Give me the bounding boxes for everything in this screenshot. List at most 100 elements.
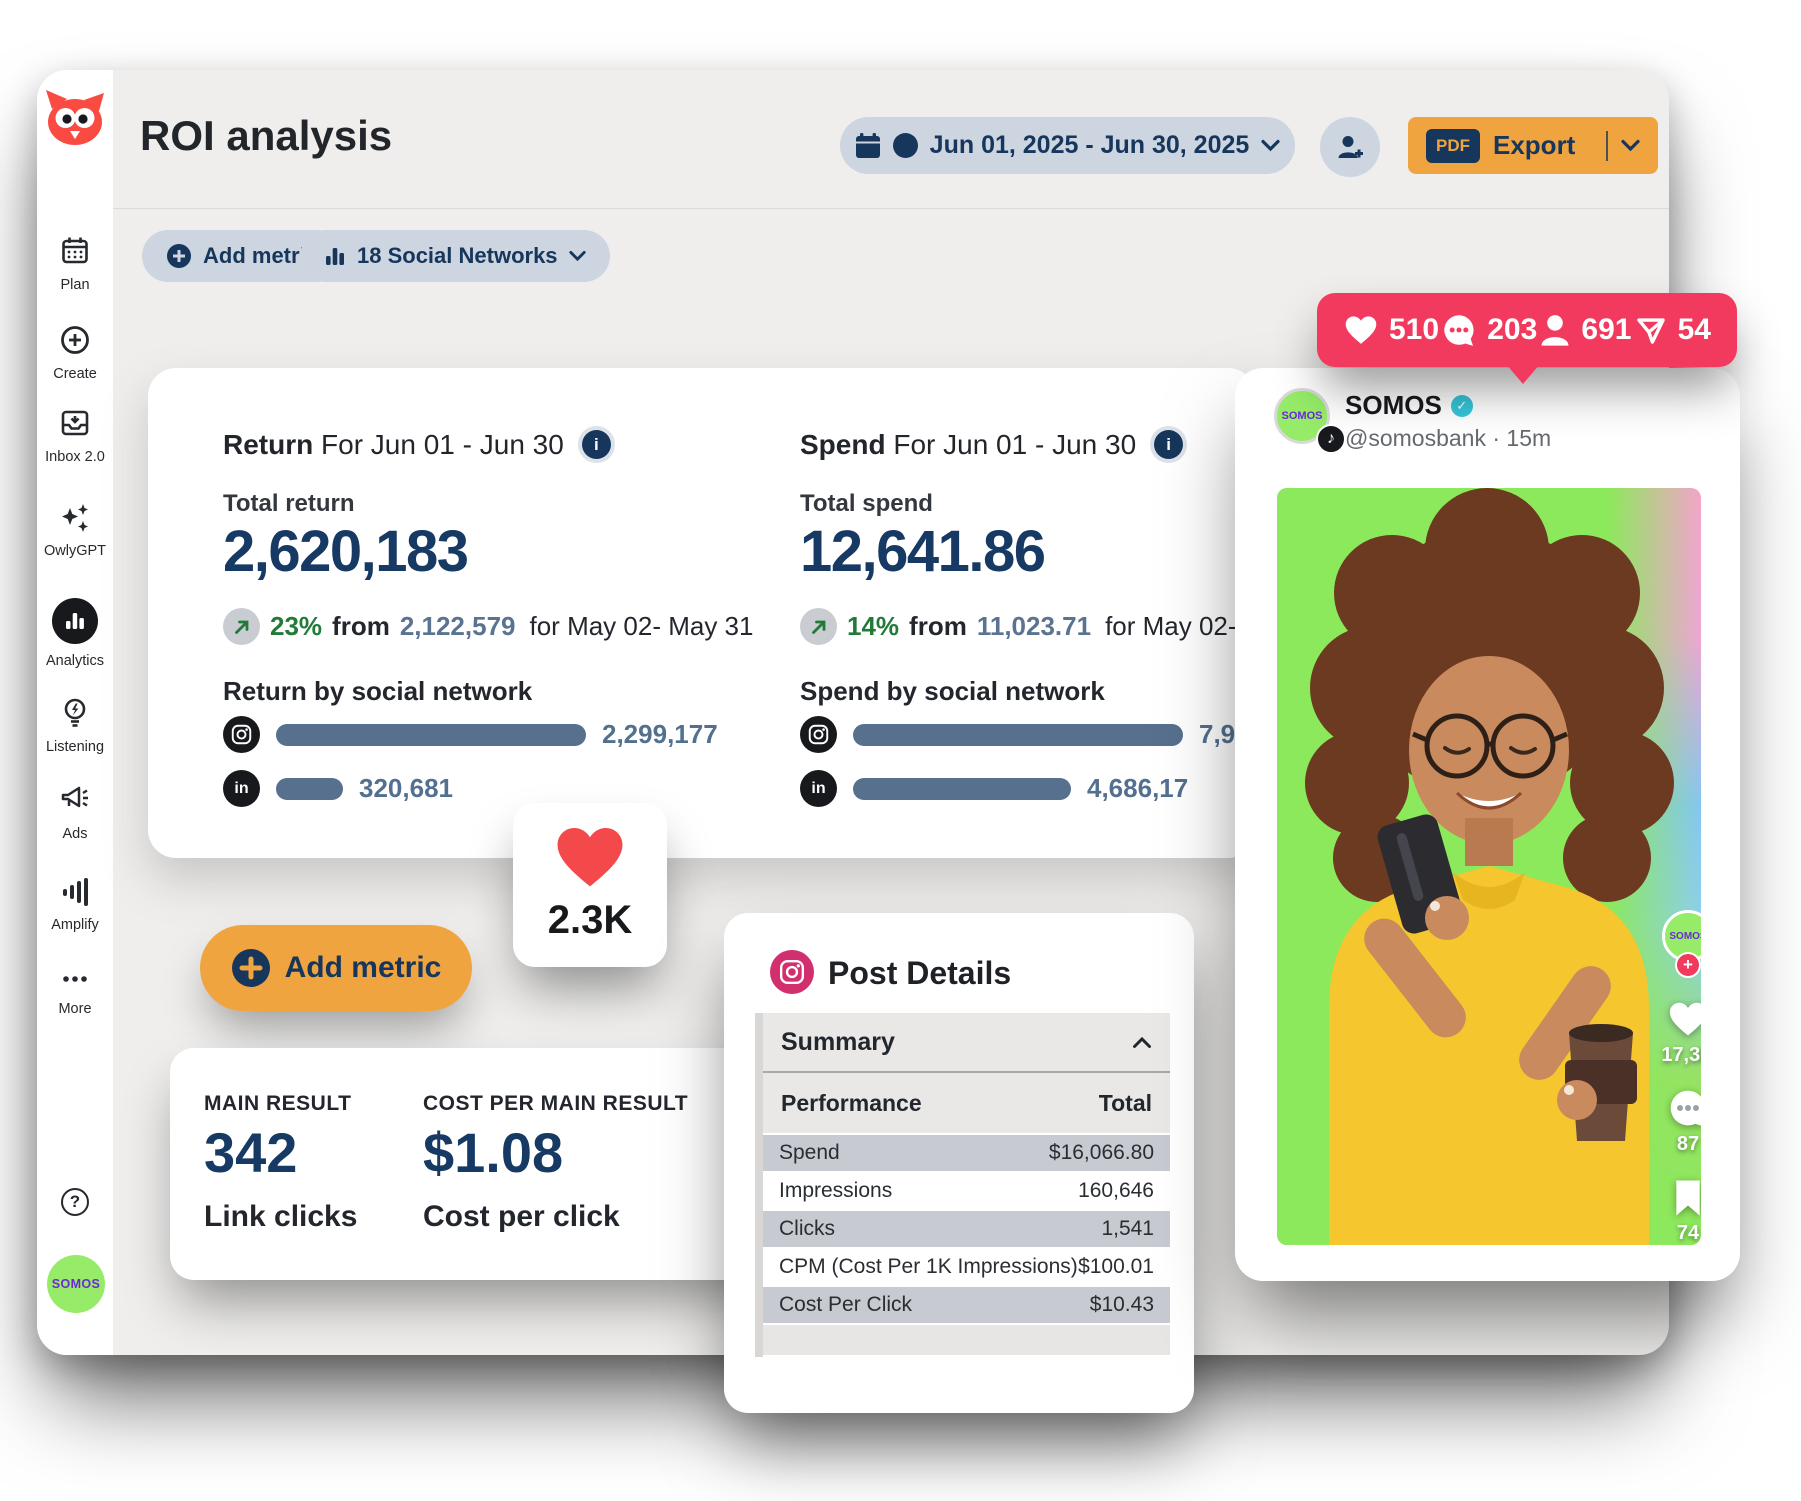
add-metric-button-label: Add metric bbox=[284, 951, 442, 984]
post-details-title: Post Details bbox=[828, 955, 1012, 991]
post-handle: @somosbank · 15m bbox=[1345, 425, 1552, 451]
bar-chart-icon bbox=[326, 248, 344, 265]
spend-bar bbox=[853, 723, 1183, 746]
sidebar-item-analytics[interactable]: Analytics bbox=[37, 598, 113, 669]
post-details-card: Post Details Summary Performance Total S… bbox=[724, 913, 1194, 1413]
spend-bar-value: 7,9 bbox=[1199, 719, 1236, 749]
column-performance: Performance bbox=[781, 1089, 922, 1116]
megaphone-icon bbox=[59, 785, 91, 817]
inbox-icon bbox=[59, 408, 91, 440]
return-period: For Jun 01 - Jun 30 bbox=[321, 428, 564, 460]
chevron-down-icon[interactable] bbox=[1621, 139, 1640, 152]
tiktok-icon: ♪ bbox=[1316, 424, 1346, 454]
help-button[interactable]: ? bbox=[37, 1188, 113, 1216]
sidebar-item-listening[interactable]: Listening bbox=[37, 698, 113, 755]
owner-dot-icon bbox=[892, 133, 918, 158]
save-button[interactable] bbox=[1660, 1178, 1701, 1218]
sidebar-item-create[interactable]: Create bbox=[37, 325, 113, 382]
trend-up-icon bbox=[223, 608, 260, 645]
heart-icon bbox=[1345, 316, 1377, 344]
total-return-label: Total return bbox=[223, 490, 355, 517]
workspace-avatar-label: SOMOS bbox=[51, 1277, 101, 1291]
hootsuite-logo[interactable] bbox=[43, 88, 107, 146]
linkedin-icon: in bbox=[223, 770, 260, 807]
spend-period: For Jun 01 - Jun 30 bbox=[893, 428, 1137, 460]
table-row: CPM (Cost Per 1K Impressions) $100.01 bbox=[763, 1249, 1170, 1287]
main-result-label: MAIN RESULT bbox=[204, 1092, 352, 1115]
post-photo-illustration bbox=[1277, 488, 1701, 1245]
add-metric-chip-label: Add metric bbox=[203, 243, 318, 268]
spend-delta-pct: 14% bbox=[847, 611, 900, 641]
share-report-button[interactable] bbox=[1320, 117, 1380, 177]
cost-per-result-label: COST PER MAIN RESULT bbox=[423, 1092, 689, 1115]
spend-bar bbox=[853, 777, 1071, 800]
return-panel: Return For Jun 01 - Jun 30 i Total retur… bbox=[223, 368, 793, 858]
sidebar-item-more[interactable]: More bbox=[37, 972, 113, 1017]
table-footer-filler bbox=[763, 1325, 1170, 1355]
return-bar-value: 320,681 bbox=[359, 773, 453, 803]
return-by-network-label: Return by social network bbox=[223, 676, 533, 706]
sidebar-item-label: More bbox=[58, 1001, 92, 1017]
like-count: 17,3K bbox=[1661, 1044, 1701, 1066]
instagram-icon bbox=[770, 950, 814, 994]
main-result-value: 342 bbox=[204, 1121, 298, 1184]
spend-panel-header: Spend For Jun 01 - Jun 30 i bbox=[800, 426, 1188, 463]
column-total: Total bbox=[1098, 1089, 1152, 1116]
bookmark-icon bbox=[1676, 1180, 1700, 1216]
sidebar-item-label: Analytics bbox=[45, 653, 105, 669]
return-bar bbox=[276, 723, 586, 746]
comment-icon bbox=[1444, 315, 1474, 346]
sidebar-item-amplify[interactable]: Amplify bbox=[37, 876, 113, 933]
engagement-stats-pill: 510 203 691 54 bbox=[1317, 293, 1737, 367]
comment-button[interactable] bbox=[1660, 1088, 1701, 1128]
post-account-row: SOMOS ✓ bbox=[1345, 390, 1473, 421]
pdf-badge: PDF bbox=[1426, 128, 1480, 163]
date-range-value: Jun 01, 2025 - Jun 30, 2025 bbox=[929, 131, 1250, 159]
trend-up-icon bbox=[800, 608, 837, 645]
summary-section-header[interactable]: Summary bbox=[763, 1013, 1170, 1073]
owl-icon bbox=[46, 90, 104, 145]
question-mark-icon: ? bbox=[61, 1188, 89, 1216]
info-icon[interactable]: i bbox=[577, 426, 615, 463]
rail-avatar-label: SOMOS bbox=[1669, 930, 1701, 942]
sidebar-item-owlygpt[interactable]: OwlyGPT bbox=[37, 502, 113, 559]
social-networks-dropdown[interactable]: 18 Social Networks bbox=[300, 230, 610, 282]
plus-circle-icon bbox=[167, 244, 191, 268]
pill-shares: 54 bbox=[1634, 313, 1711, 347]
sidebar-item-label: Amplify bbox=[51, 917, 99, 933]
plus-circle-icon bbox=[59, 325, 91, 357]
like-button[interactable] bbox=[1660, 1000, 1701, 1038]
export-divider bbox=[1606, 130, 1608, 161]
spend-delta: 14% from 11,023.71 for May 02- May bbox=[800, 608, 1293, 645]
return-title: Return bbox=[223, 428, 314, 460]
date-range-picker[interactable]: Jun 01, 2025 - Jun 30, 2025 bbox=[840, 117, 1295, 174]
spend-panel: Spend For Jun 01 - Jun 30 i Total spend … bbox=[800, 368, 1293, 858]
return-delta-base: 2,122,579 bbox=[399, 611, 516, 641]
follow-plus-icon[interactable]: + bbox=[1675, 952, 1701, 978]
pill-tail bbox=[1506, 364, 1540, 384]
verified-badge-icon: ✓ bbox=[1450, 394, 1473, 417]
send-icon bbox=[1636, 318, 1665, 344]
post-photo: SOMOS + 17,3K 87 74 245 bbox=[1277, 488, 1701, 1245]
return-delta-period: for May 02- May 31 bbox=[529, 611, 754, 641]
page-title: ROI analysis bbox=[140, 112, 393, 159]
chevron-up-icon[interactable] bbox=[1132, 1036, 1152, 1049]
table-row: Spend $16,066.80 bbox=[763, 1135, 1170, 1173]
sidebar-item-label: Plan bbox=[60, 277, 90, 293]
post-avatar-label: SOMOS bbox=[1281, 410, 1323, 422]
sidebar-item-ads[interactable]: Ads bbox=[37, 785, 113, 842]
total-spend-label: Total spend bbox=[800, 490, 933, 517]
plus-circle-icon bbox=[231, 949, 270, 987]
info-icon[interactable]: i bbox=[1150, 426, 1188, 463]
workspace-avatar[interactable]: SOMOS bbox=[47, 1255, 105, 1313]
sidebar-item-plan[interactable]: Plan bbox=[37, 236, 113, 293]
add-metric-button[interactable]: Add metric bbox=[200, 925, 472, 1011]
linkedin-icon: in bbox=[800, 770, 837, 807]
table-scrollbar[interactable] bbox=[755, 1013, 763, 1357]
post-account-name: SOMOS bbox=[1345, 390, 1442, 420]
summary-label: Summary bbox=[781, 1027, 895, 1056]
sidebar-item-inbox[interactable]: Inbox 2.0 bbox=[37, 408, 113, 465]
cost-per-result-sub: Cost per click bbox=[423, 1200, 620, 1233]
export-button[interactable]: PDF Export bbox=[1408, 117, 1658, 174]
comment-count: 87 bbox=[1676, 1133, 1700, 1155]
